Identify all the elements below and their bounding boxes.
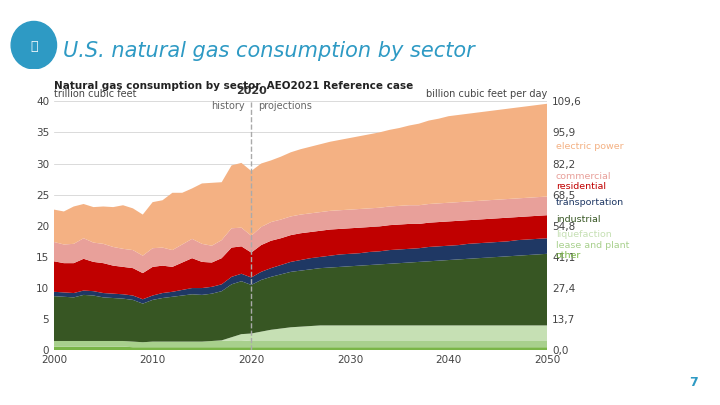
Circle shape — [12, 21, 57, 69]
Text: commercial: commercial — [556, 172, 611, 181]
Circle shape — [675, 366, 711, 399]
Text: trillion cubic feet: trillion cubic feet — [54, 89, 137, 99]
Text: transportation: transportation — [556, 198, 624, 207]
Text: electric power: electric power — [556, 142, 624, 151]
Text: Annual Energy Outlook 2021 (AEO2021): Annual Energy Outlook 2021 (AEO2021) — [274, 377, 456, 386]
Text: billion cubic feet per day: billion cubic feet per day — [426, 89, 547, 99]
Text: Source: U.S. Energy Information Administration,: Source: U.S. Energy Information Administ… — [68, 377, 288, 386]
Text: lease and plant: lease and plant — [556, 241, 629, 249]
Text: eia: eia — [19, 379, 39, 389]
Text: 2020: 2020 — [236, 86, 266, 96]
Text: projections: projections — [258, 101, 312, 111]
Text: liquefaction: liquefaction — [556, 230, 611, 239]
Text: U.S. natural gas consumption by sector: U.S. natural gas consumption by sector — [63, 40, 475, 61]
Text: Natural gas consumption by sector, AEO2021 Reference case: Natural gas consumption by sector, AEO20… — [54, 81, 413, 91]
Text: www.eia.gov/aeo: www.eia.gov/aeo — [504, 377, 581, 386]
Text: history: history — [211, 101, 244, 111]
Text: other: other — [556, 251, 581, 260]
Text: 7: 7 — [688, 376, 698, 389]
Text: 🔥: 🔥 — [30, 40, 37, 53]
Text: residential: residential — [556, 182, 606, 191]
Text: industrial: industrial — [556, 215, 600, 224]
